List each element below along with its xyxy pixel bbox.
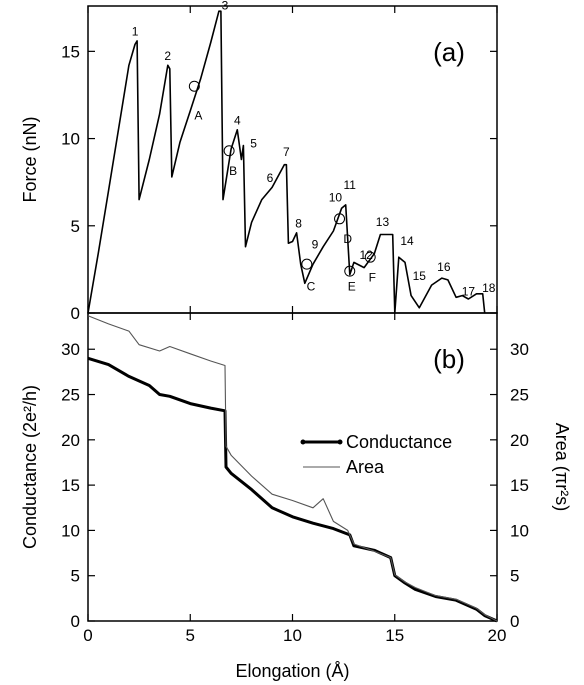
conductance-panel: 0 5 10 15 20 25 30 0 5 10 15 20 25 30 0 5 10 15 20 (b) Condu…: [20, 312, 572, 681]
point-annotation: 1: [132, 25, 139, 39]
y2-tick-label: 20: [510, 431, 529, 450]
y-tick-label: 15: [61, 42, 80, 61]
y-tick-label: 5: [71, 567, 80, 586]
series-line-force: [87, 10, 486, 314]
y-tick-label: 15: [61, 476, 80, 495]
y-axis-title: Conductance (2e²/h): [20, 385, 40, 549]
x-tick-label: 5: [186, 626, 195, 645]
y-tick-label: 10: [61, 521, 80, 540]
point-annotation: 5: [250, 136, 257, 150]
y-tick-label: 10: [61, 130, 80, 149]
point-annotation: 3: [222, 0, 229, 12]
point-annotation: 10: [329, 190, 343, 204]
circled-point-marker: [223, 145, 235, 157]
legend-label: Conductance: [346, 432, 452, 452]
point-annotation: 12: [359, 248, 373, 262]
point-annotation: 15: [413, 269, 427, 283]
point-annotation: 8: [295, 217, 302, 231]
point-annotation: A: [194, 108, 202, 122]
circled-point-marker: [334, 213, 346, 225]
point-annotation: 11: [344, 178, 357, 192]
point-annotation: C: [307, 279, 316, 293]
y-tick-label: 30: [61, 340, 80, 359]
point-annotation: 16: [437, 260, 451, 274]
panel-label: (a): [433, 37, 465, 67]
legend-marker: [300, 439, 306, 445]
point-annotation: 6: [267, 171, 274, 185]
y2-tick-label: 30: [510, 340, 529, 359]
legend-marker: [337, 439, 343, 445]
y2-tick-label: 5: [510, 567, 519, 586]
x-tick-label: 10: [283, 626, 302, 645]
point-annotation: 13: [376, 215, 390, 229]
y2-axis-title: Area (πr²s): [552, 423, 572, 511]
panel-label: (b): [433, 344, 465, 374]
series-line-area: [87, 315, 498, 622]
y-tick-label: 0: [71, 612, 80, 631]
y-tick-label: 0: [71, 304, 80, 323]
series-line-conductance: [87, 356, 498, 623]
y2-tick-label: 10: [510, 521, 529, 540]
y-tick-label: 5: [71, 217, 80, 236]
point-annotation: 2: [164, 49, 171, 63]
point-annotation: 14: [400, 234, 414, 248]
y2-tick-label: 25: [510, 386, 529, 405]
x-tick-label: 0: [83, 626, 92, 645]
y2-tick-label: 0: [510, 612, 519, 631]
point-annotation: 7: [283, 145, 290, 159]
y-tick-label: 20: [61, 431, 80, 450]
legend-label: Area: [346, 457, 385, 477]
y-tick-label: 25: [61, 386, 80, 405]
y-axis-title: Force (nN): [20, 116, 40, 202]
point-annotation: 4: [234, 114, 241, 128]
x-axis-title: Elongation (Å): [235, 661, 349, 681]
point-annotation: 9: [312, 237, 319, 251]
point-annotation: 18: [482, 281, 496, 295]
circled-point-marker: [301, 258, 313, 270]
point-annotation: 17: [462, 285, 476, 299]
point-annotation: F: [369, 271, 376, 285]
x-tick-label: 15: [385, 626, 404, 645]
circled-point-marker: [344, 265, 356, 277]
point-annotation: E: [348, 279, 356, 293]
y2-tick-label: 15: [510, 476, 529, 495]
circled-point-marker: [188, 80, 200, 92]
x-tick-label: 20: [488, 626, 507, 645]
point-annotation: D: [343, 232, 352, 246]
point-annotation: B: [229, 164, 237, 178]
circled-point-marker: [364, 251, 376, 263]
